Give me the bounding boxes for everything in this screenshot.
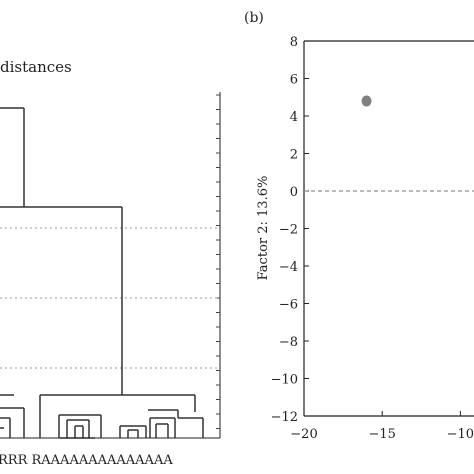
dendrogram-axis-ticks: [216, 94, 220, 429]
x-tick-label: −15: [368, 427, 395, 442]
y-tick-label: 6: [290, 73, 298, 88]
plot-frame: [303, 40, 474, 417]
y-tick-label: 4: [290, 110, 298, 125]
y-tick-label: −6: [279, 298, 298, 313]
y-tick-label: 8: [290, 35, 298, 50]
dendrogram-title: distances: [0, 58, 72, 76]
y-tick-label: −4: [279, 260, 298, 275]
x-tick-label: −20: [290, 427, 317, 442]
dendrogram-panel: distances RRR RAAAAAAAAAAAAAA: [0, 58, 221, 468]
y-axis-ticks: 8 6 4 2 0 −2 −4 −6 −8 −10 −12: [271, 35, 309, 425]
y-tick-label: −12: [271, 410, 298, 425]
y-tick-label: −8: [279, 335, 298, 350]
dendrogram-links: [0, 107, 204, 439]
y-axis-title: Factor 2: 13.6%: [256, 176, 271, 281]
y-tick-label: 2: [290, 148, 298, 163]
x-axis-ticks: −20 −15 −10: [290, 411, 474, 442]
x-tick-label: −10: [447, 427, 474, 442]
dendrogram-leaf-labels: RRR RAAAAAAAAAAAAAA: [0, 453, 173, 468]
scatter-panel: (b) Factor 2: 13.6% 86420−2−4−6−8−10−12 …: [244, 10, 474, 442]
panel-label-b: (b): [244, 10, 264, 26]
dendrogram-guide-lines: [0, 227, 220, 369]
y-tick-label: 0: [290, 185, 298, 200]
data-points: [361, 95, 372, 107]
y-tick-label: −2: [279, 223, 298, 238]
y-tick-label: −10: [271, 373, 298, 388]
data-point: [361, 95, 372, 107]
